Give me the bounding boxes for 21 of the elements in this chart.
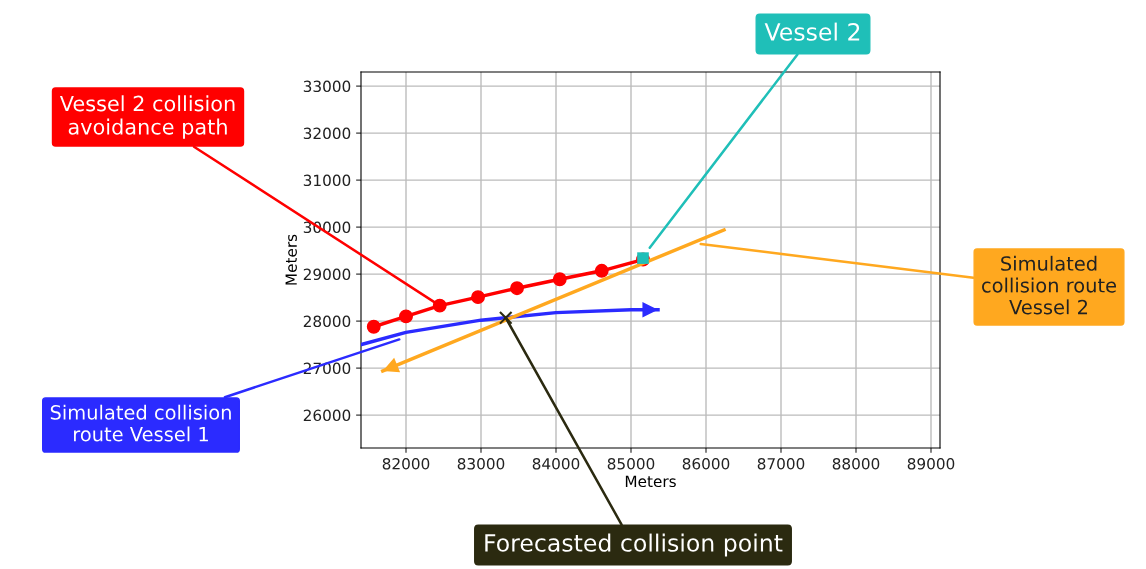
x-tick-label: 82000 (382, 457, 430, 470)
annotation: Vessel 2 collision avoidance path (59, 95, 235, 139)
y-tick-label: 28000 (303, 315, 351, 328)
y-axis-title: Meters (285, 234, 297, 285)
annotation: Simulated collision route Vessel 1 (50, 404, 231, 442)
y-tick-label: 26000 (303, 409, 351, 422)
annotation: Forecasted collision point (485, 533, 783, 557)
y-tick-label: 33000 (303, 80, 351, 93)
annotation: Simulated collision route Vessel 2 (982, 255, 1117, 315)
x-axis-title: Meters (625, 475, 676, 488)
x-tick-label: 88000 (832, 457, 880, 470)
y-tick-label: 29000 (303, 268, 351, 281)
x-tick-label: 85000 (607, 457, 655, 470)
y-tick-label: 32000 (303, 127, 351, 140)
x-tick-label: 83000 (457, 457, 505, 470)
y-tick-label: 31000 (303, 174, 351, 187)
annotation: Vessel 2 (764, 22, 860, 41)
x-tick-label: 86000 (682, 457, 730, 470)
x-tick-label: 84000 (532, 457, 580, 470)
x-tick-label: 87000 (757, 457, 805, 470)
x-tick-label: 89000 (907, 457, 955, 470)
